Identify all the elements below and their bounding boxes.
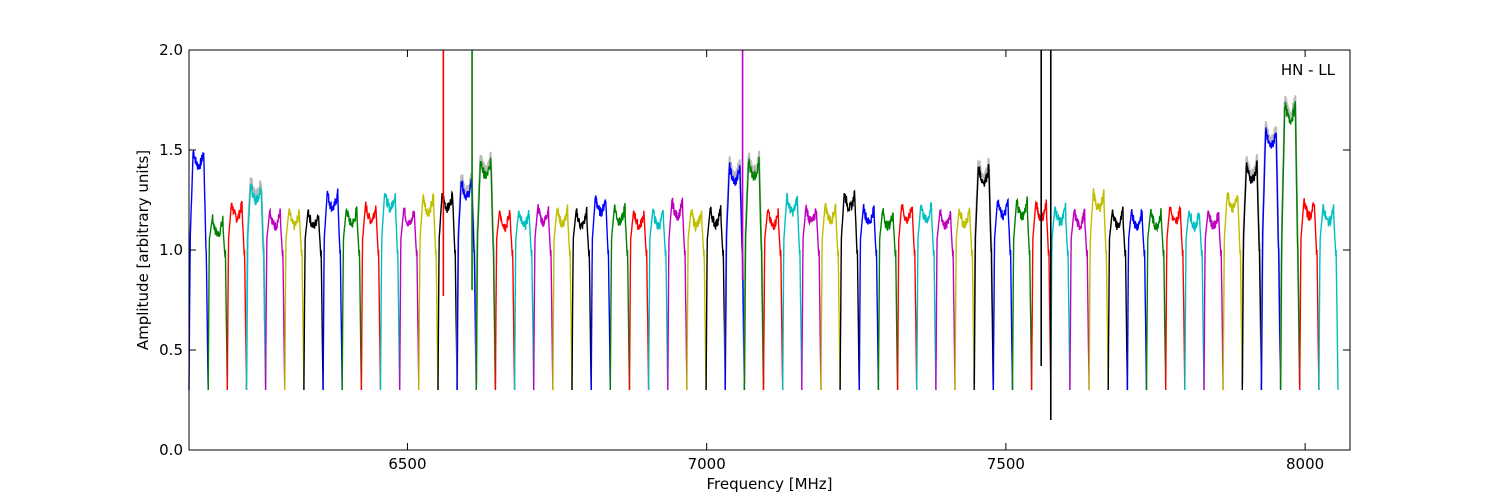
series-layer bbox=[188, 95, 1339, 391]
channel-line-30 bbox=[762, 208, 784, 391]
y-tick-label: 1.0 bbox=[159, 241, 183, 259]
channel-line-24 bbox=[647, 208, 669, 391]
channel-line-16 bbox=[494, 209, 516, 391]
channel-line-48 bbox=[1107, 206, 1129, 391]
x-tick-label: 6500 bbox=[388, 455, 426, 473]
channel-line-23 bbox=[628, 210, 650, 391]
channel-line-5 bbox=[284, 208, 305, 391]
y-tick-label: 0.5 bbox=[159, 341, 183, 359]
channel-line-9 bbox=[360, 201, 382, 391]
y-axis-label: Amplitude [arbitrary units] bbox=[134, 150, 152, 350]
channel-line-54 bbox=[1222, 192, 1243, 391]
channel-line-32 bbox=[801, 204, 822, 391]
channel-line-26 bbox=[686, 209, 707, 391]
channel-line-29 bbox=[743, 156, 765, 391]
channel-line-7 bbox=[322, 188, 343, 391]
channel-line-31 bbox=[782, 192, 803, 391]
channel-line-15 bbox=[475, 157, 497, 391]
channel-line-28 bbox=[724, 162, 746, 391]
y-tick-label: 0.0 bbox=[159, 441, 183, 459]
plot-annotation: HN - LL bbox=[1281, 61, 1336, 79]
channel-line-52 bbox=[1184, 210, 1205, 391]
channel-line-55 bbox=[1241, 160, 1263, 391]
channel-line-18 bbox=[533, 204, 554, 391]
channel-line-47 bbox=[1088, 188, 1109, 391]
channel-line-35 bbox=[858, 203, 880, 391]
channel-line-58 bbox=[1298, 198, 1320, 391]
x-axis-label: Frequency [MHz] bbox=[706, 475, 832, 493]
channel-line-11 bbox=[399, 207, 420, 391]
channel-line-34 bbox=[839, 189, 860, 391]
spike-layer bbox=[442, 50, 1052, 420]
channel-line-36 bbox=[877, 208, 899, 391]
channel-line-37 bbox=[896, 204, 918, 391]
channel-line-2 bbox=[226, 200, 248, 391]
channel-line-43 bbox=[1011, 196, 1033, 391]
x-axis: 6500 7000 7500 8000 bbox=[388, 50, 1324, 473]
channel-line-51 bbox=[1164, 205, 1186, 391]
channel-line-39 bbox=[935, 208, 956, 391]
channel-line-49 bbox=[1126, 209, 1148, 391]
channel-line-38 bbox=[916, 202, 937, 391]
channel-line-33 bbox=[820, 202, 841, 391]
channel-line-17 bbox=[513, 209, 535, 391]
channel-line-41 bbox=[973, 163, 994, 391]
x-tick-label: 8000 bbox=[1286, 455, 1324, 473]
channel-line-21 bbox=[590, 195, 611, 391]
channel-line-1 bbox=[207, 214, 228, 391]
channel-line-50 bbox=[1145, 208, 1167, 391]
channel-line-12 bbox=[418, 193, 439, 391]
channel-line-56 bbox=[1260, 127, 1282, 391]
channel-line-20 bbox=[571, 206, 592, 391]
y-axis: 0.0 0.5 1.0 1.5 2.0 bbox=[159, 41, 1350, 459]
channel-line-25 bbox=[667, 197, 688, 391]
channel-line-0 bbox=[188, 149, 209, 391]
channel-line-4 bbox=[264, 207, 286, 391]
channel-line-22 bbox=[609, 202, 631, 391]
channel-line-57 bbox=[1279, 101, 1301, 391]
x-tick-label: 7500 bbox=[987, 455, 1025, 473]
y-tick-label: 1.5 bbox=[159, 141, 183, 159]
x-tick-label: 7000 bbox=[688, 455, 726, 473]
channel-line-53 bbox=[1203, 210, 1224, 391]
channel-line-8 bbox=[341, 206, 363, 391]
channel-line-3 bbox=[245, 183, 267, 391]
channel-line-19 bbox=[552, 204, 573, 391]
channel-line-14 bbox=[456, 178, 477, 391]
channel-line-59 bbox=[1318, 204, 1339, 391]
channel-line-45 bbox=[1050, 202, 1071, 391]
channel-line-10 bbox=[379, 192, 401, 391]
channel-line-42 bbox=[992, 197, 1014, 391]
channel-line-40 bbox=[954, 207, 975, 391]
y-tick-label: 2.0 bbox=[159, 41, 183, 59]
channel-line-13 bbox=[437, 190, 458, 391]
channel-line-27 bbox=[705, 205, 726, 391]
channel-line-46 bbox=[1069, 208, 1090, 391]
channel-line-6 bbox=[303, 209, 324, 391]
